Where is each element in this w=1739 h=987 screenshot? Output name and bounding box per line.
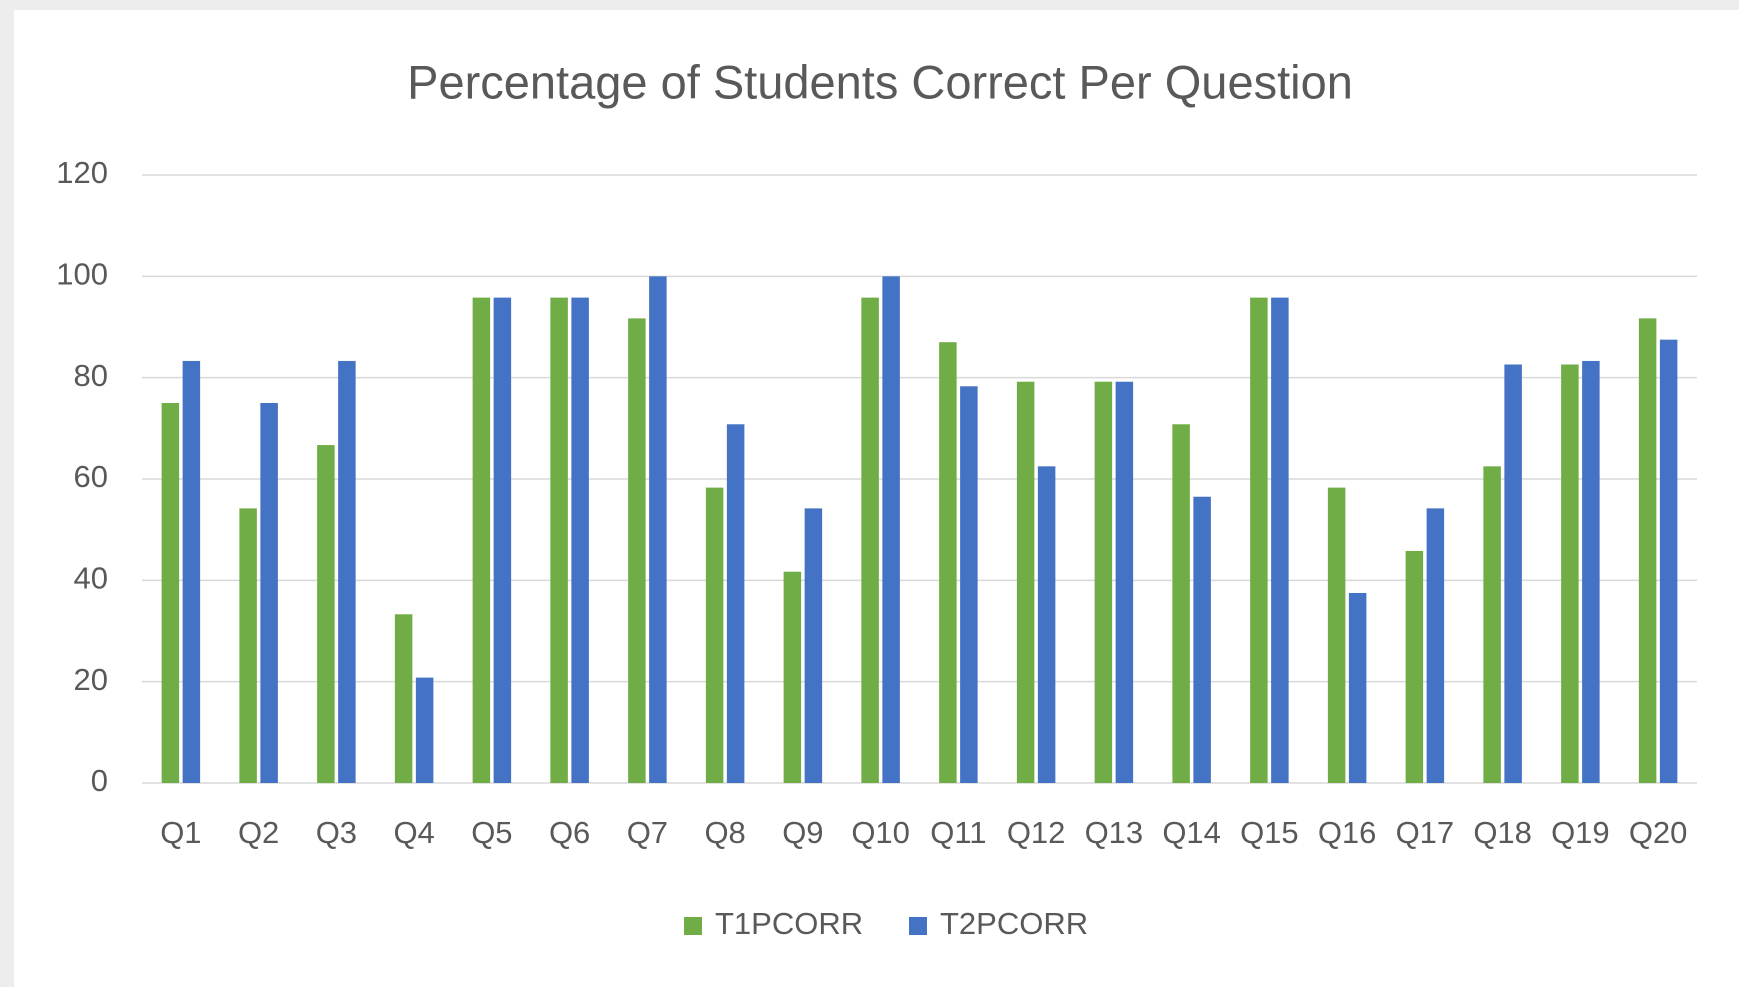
x-tick-label: Q13 — [1085, 815, 1144, 850]
x-tick-label: Q1 — [160, 815, 201, 850]
bar — [260, 403, 278, 783]
x-tick-label: Q18 — [1473, 815, 1532, 850]
bar — [726, 424, 745, 783]
x-tick-label: Q12 — [1007, 815, 1066, 850]
bar — [1250, 297, 1268, 783]
legend-label: T2PCORR — [940, 906, 1088, 941]
bar — [415, 677, 434, 783]
bar — [1405, 550, 1424, 783]
bar — [571, 297, 589, 783]
bar — [493, 297, 512, 783]
y-tick-label: 100 — [56, 257, 108, 292]
x-tick-label: Q5 — [471, 815, 512, 850]
bar — [1659, 339, 1678, 783]
bar — [1504, 364, 1522, 783]
bar — [861, 297, 879, 783]
x-tick-label: Q9 — [782, 815, 823, 850]
bar — [239, 508, 257, 783]
x-tick-label: Q20 — [1629, 815, 1688, 850]
x-tick-label: Q2 — [238, 815, 279, 850]
bar — [317, 445, 335, 783]
bar — [1037, 466, 1056, 783]
bar — [1271, 297, 1289, 783]
y-tick-label: 120 — [56, 155, 108, 190]
x-tick-label: Q19 — [1551, 815, 1610, 850]
bar — [1582, 360, 1600, 783]
bar — [960, 386, 978, 783]
x-tick-label: Q16 — [1318, 815, 1377, 850]
bar — [783, 571, 802, 783]
x-tick-label: Q14 — [1162, 815, 1221, 850]
bar — [1426, 508, 1445, 783]
x-tick-label: Q10 — [851, 815, 910, 850]
y-tick-label: 0 — [91, 763, 108, 798]
bar — [182, 360, 201, 783]
bar — [939, 342, 957, 783]
bar — [1193, 496, 1211, 783]
bar — [1016, 381, 1035, 783]
x-tick-label: Q17 — [1396, 815, 1455, 850]
bar — [394, 614, 413, 783]
y-tick-label: 20 — [74, 662, 108, 697]
y-tick-label: 60 — [74, 459, 108, 494]
bar — [1483, 466, 1501, 783]
x-tick-label: Q3 — [316, 815, 357, 850]
x-tick-label: Q7 — [627, 815, 668, 850]
bar — [161, 403, 180, 783]
bar — [1172, 424, 1190, 783]
bar — [649, 276, 667, 783]
legend-swatch — [684, 917, 702, 935]
bar — [1115, 381, 1134, 783]
bar — [472, 297, 491, 783]
x-tick-label: Q4 — [393, 815, 434, 850]
bar — [1327, 487, 1346, 783]
bar — [1638, 318, 1657, 783]
bar — [1348, 593, 1367, 783]
legend-swatch — [909, 917, 927, 935]
bar — [882, 276, 900, 783]
bar — [705, 487, 724, 783]
chart-title: Percentage of Students Correct Per Quest… — [407, 55, 1353, 108]
bar — [1094, 381, 1113, 783]
bar — [628, 318, 646, 783]
bar — [338, 360, 356, 783]
x-tick-label: Q8 — [704, 815, 745, 850]
x-tick-label: Q11 — [930, 815, 986, 850]
x-tick-label: Q6 — [549, 815, 590, 850]
y-tick-label: 80 — [74, 358, 108, 393]
bar — [1561, 364, 1579, 783]
bar — [550, 297, 568, 783]
y-tick-label: 40 — [74, 561, 108, 596]
x-tick-label: Q15 — [1240, 815, 1299, 850]
legend-label: T1PCORR — [715, 906, 863, 941]
bar — [804, 508, 823, 783]
